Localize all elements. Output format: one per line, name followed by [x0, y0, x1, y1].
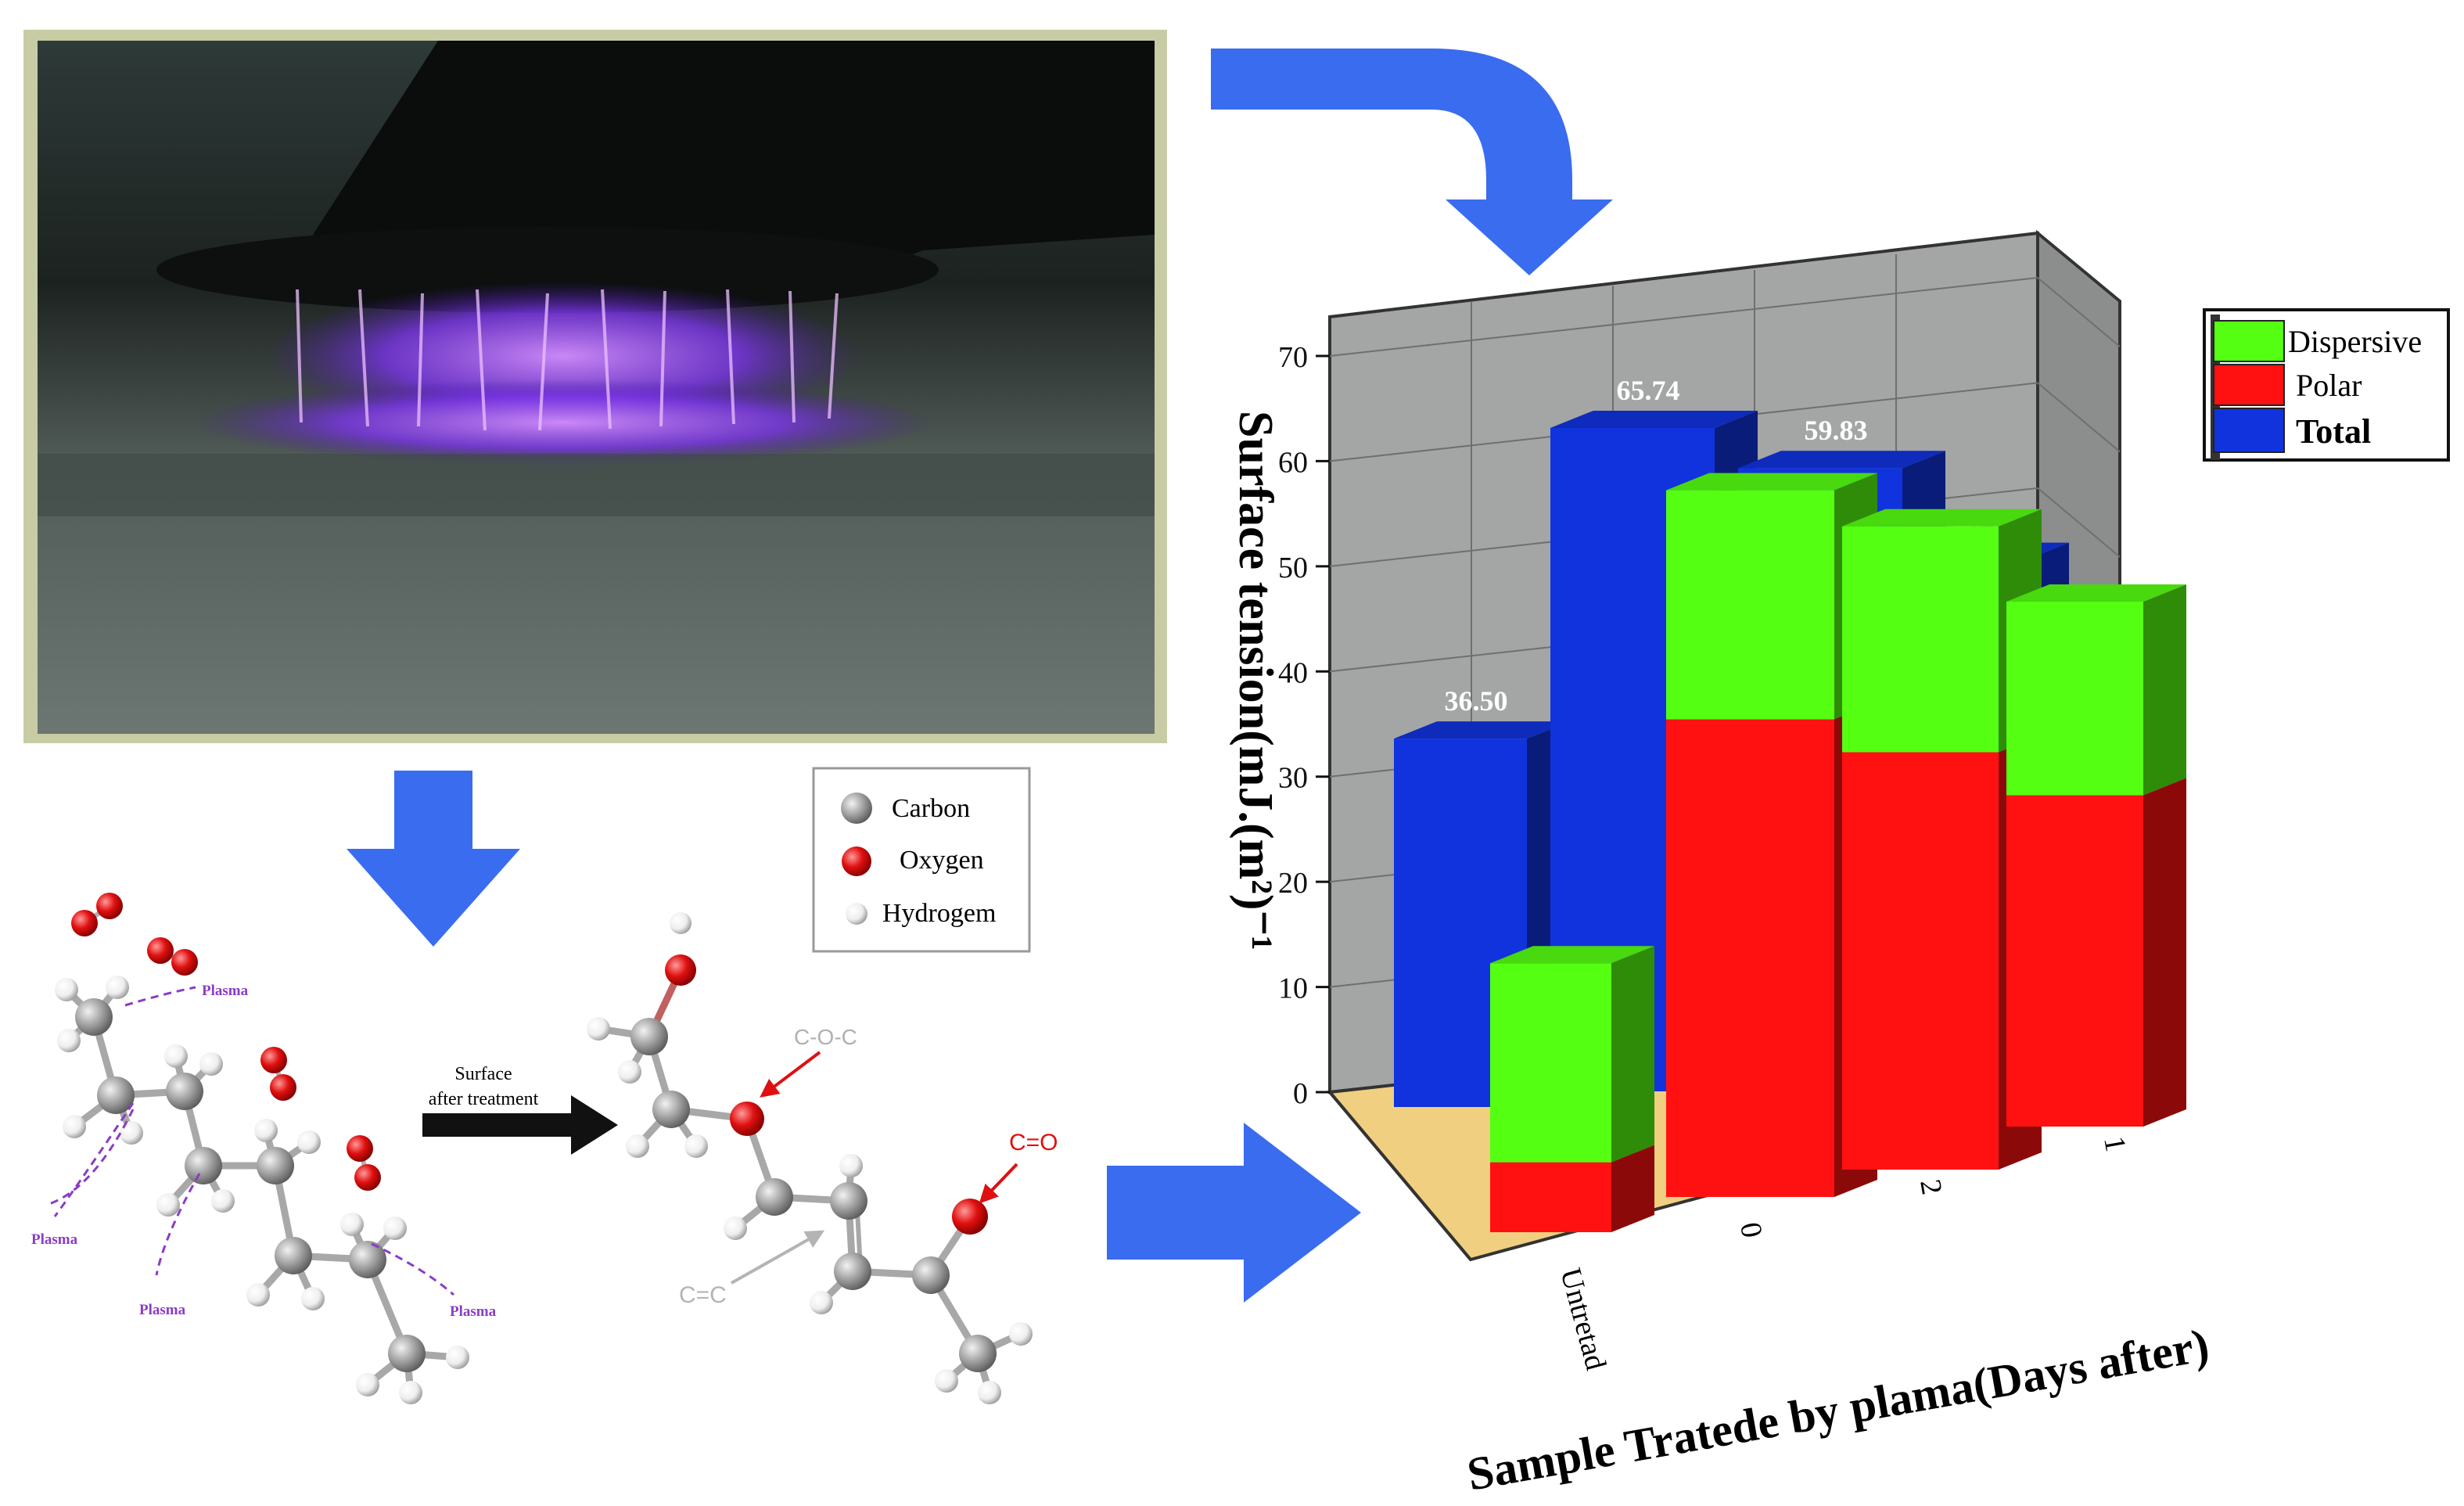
y-axis: 0 10 20 30 40 50 60 70 — [1278, 341, 1330, 1110]
bar-polar-3-side — [2143, 778, 2186, 1127]
atom-legend: Carbon Oxygen Hydrogem — [812, 767, 1031, 953]
bar-polar-1-front — [1666, 719, 1834, 1197]
bar-polar-3-front — [2006, 795, 2143, 1127]
plasma-label-2: Plasma — [31, 1231, 78, 1248]
y-tick-label: 10 — [1278, 972, 1308, 1005]
reaction-label-line2: after treatment — [429, 1089, 539, 1109]
bar-dispersive-0-front — [1490, 963, 1611, 1163]
plasma-pointers — [46, 986, 454, 1296]
legend-swatch-polar — [2213, 364, 2285, 406]
y-tick-label: 70 — [1278, 341, 1308, 374]
group-co-label: C=O — [1009, 1130, 1058, 1156]
bar-dispersive-1-front — [1666, 490, 1834, 720]
bar-total-1-top — [1550, 410, 1758, 428]
bar-polar-0-front — [1490, 1162, 1611, 1232]
y-tick-label: 30 — [1278, 762, 1308, 795]
product-oxygens — [665, 954, 988, 1235]
coc-pointer — [760, 1051, 821, 1098]
molecule-before: Plasma Plasma Plasma Plasma — [31, 893, 497, 1404]
down-arrow-icon — [347, 771, 520, 947]
chain-bonds — [63, 985, 458, 1393]
y-tick-label: 40 — [1278, 656, 1308, 689]
gridline-70 — [1329, 277, 2038, 357]
co-pointer — [979, 1163, 1018, 1204]
bar-dispersive-0-side — [1611, 946, 1654, 1163]
side-gridline-50 — [2037, 487, 2121, 558]
bar-dispersive-3 — [2006, 584, 2186, 796]
plasma-glow-base — [196, 379, 931, 465]
legend-oxygen-label: Oxygen — [900, 846, 984, 875]
side-gridline-60 — [2037, 382, 2121, 453]
bar-dispersive-1-top — [1666, 473, 1877, 491]
o2-atoms — [71, 893, 381, 1191]
carbon-icon — [841, 793, 872, 824]
legend-label-polar: Polar — [2296, 368, 2362, 403]
bar-dispersive-0 — [1490, 946, 1654, 1163]
total-value-label: 59.83 — [1805, 415, 1868, 446]
bar-total-0-top — [1394, 721, 1570, 739]
x-tick-label: 2 — [1913, 1177, 1949, 1197]
hydrogen-icon — [846, 903, 867, 925]
y-tick-label: 20 — [1278, 867, 1308, 900]
side-gridline-70 — [2037, 277, 2121, 347]
cc-pointer — [731, 1230, 825, 1285]
bar-total-0 — [1394, 721, 1570, 1107]
upper-electrode — [313, 41, 1155, 274]
plasma-label-3: Plasma — [139, 1302, 186, 1318]
bar-dispersive-0-top — [1490, 946, 1654, 964]
oxygen-icon — [842, 846, 871, 876]
curved-arrow-icon — [1211, 49, 1613, 275]
reaction-label-line1: Surface — [454, 1064, 512, 1084]
legend-carbon-label: Carbon — [892, 794, 970, 823]
plasma-labels: Plasma Plasma Plasma Plasma — [31, 983, 497, 1320]
bar-total-2-top — [1738, 451, 1945, 469]
chart-floor-edge — [1328, 1091, 1472, 1261]
plasma-filaments — [296, 289, 839, 431]
reaction-arrow: Surface after treatment — [422, 1064, 618, 1155]
chart-legend: Dispersive Polar Total — [2203, 308, 2450, 462]
total-value-label: 65.74 — [1617, 375, 1680, 406]
product-hydrogens — [587, 912, 1033, 1404]
bar-dispersive-3-side — [2143, 584, 2186, 796]
total-value-label: 36.50 — [1445, 685, 1508, 717]
bar-dispersive-2 — [1842, 509, 2042, 753]
plasma-label-1: Plasma — [202, 983, 249, 999]
y-axis-title: Surface tension(mJ.(m²)⁻¹ — [1229, 411, 1282, 951]
y-tick-label: 50 — [1278, 552, 1308, 584]
bar-polar-3 — [2006, 778, 2186, 1127]
x-tick-label: Untretad — [1553, 1264, 1612, 1373]
legend-label-total: Total — [2296, 412, 2371, 451]
molecule-after: C-O-C C=O C=C — [587, 912, 1058, 1404]
bar-dispersive-2-top — [1842, 509, 2042, 527]
bar-dispersive-2-front — [1842, 526, 1999, 753]
plasma-photo — [23, 30, 1167, 743]
right-arrow-icon — [1107, 1123, 1361, 1303]
legend-hydrogen-label: Hydrogem — [882, 899, 996, 928]
x-tick-label: 1 — [2097, 1134, 2132, 1154]
product-carbons — [630, 1018, 997, 1372]
chain-carbons — [75, 998, 426, 1372]
flow-arrows — [347, 49, 1613, 1303]
chain-hydrogens — [55, 976, 469, 1404]
y-tick-label: 0 — [1293, 1077, 1308, 1110]
bar-polar-0-side — [1611, 1145, 1654, 1232]
x-tick-label: 0 — [1733, 1220, 1769, 1240]
legend-swatch-dispersive — [2213, 320, 2285, 362]
bar-polar-2-front — [1842, 752, 1999, 1170]
group-coc-label: C-O-C — [794, 1025, 857, 1049]
group-cc-label: C=C — [679, 1282, 727, 1308]
legend-label-dispersive: Dispersive — [2288, 324, 2422, 359]
black-arrow-icon — [422, 1095, 618, 1155]
bar-dispersive-3-front — [2006, 602, 2143, 796]
plasma-label-4: Plasma — [450, 1303, 497, 1320]
legend-swatch-total — [2213, 408, 2285, 453]
y-tick-label: 60 — [1278, 446, 1308, 479]
lower-plate — [38, 454, 1155, 516]
bar-dispersive-3-top — [2006, 584, 2186, 602]
